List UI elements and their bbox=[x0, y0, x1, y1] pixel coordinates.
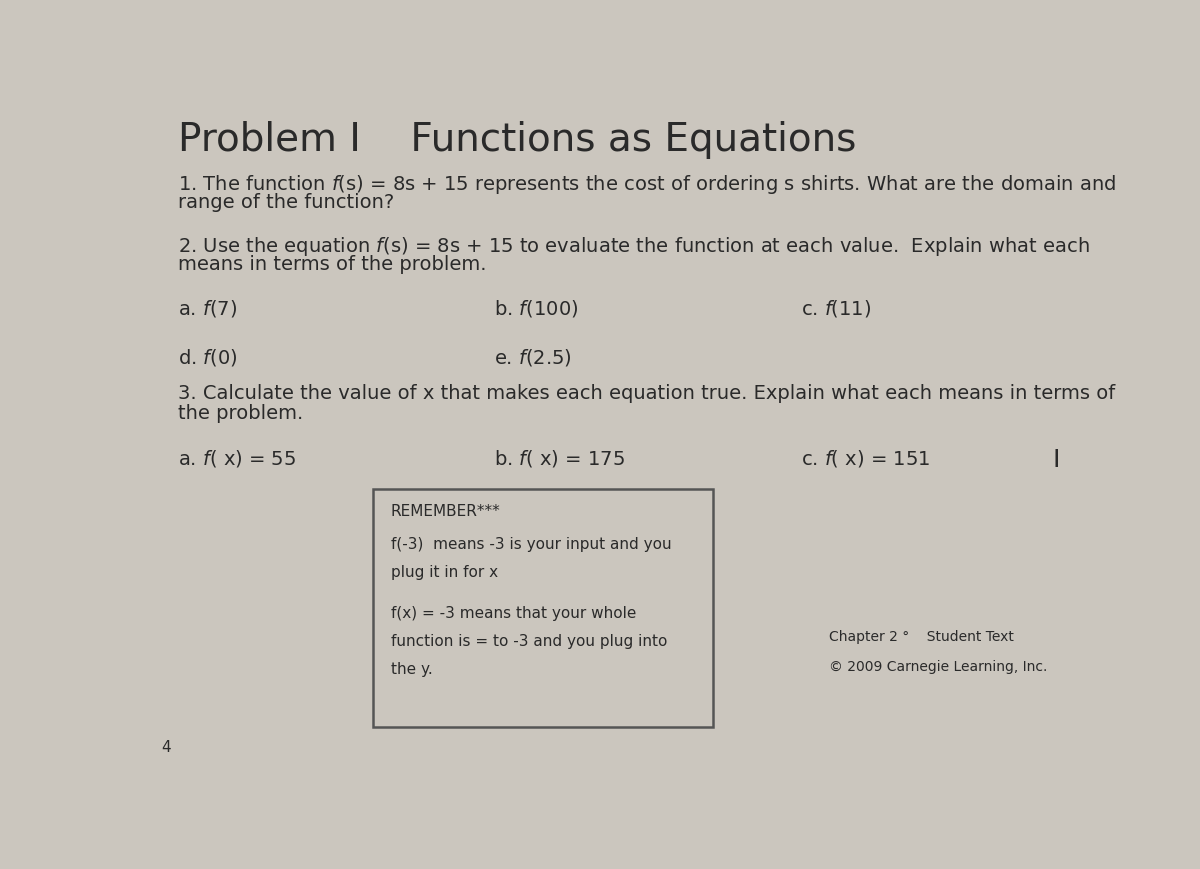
Text: b. $\it{f}$(100): b. $\it{f}$(100) bbox=[494, 298, 578, 319]
Text: f(-3)  means -3 is your input and you: f(-3) means -3 is your input and you bbox=[391, 537, 672, 553]
Text: a. $\it{f}$(7): a. $\it{f}$(7) bbox=[178, 298, 238, 319]
Text: 4: 4 bbox=[161, 740, 170, 754]
Text: a. $\it{f}$( x) = 55: a. $\it{f}$( x) = 55 bbox=[178, 448, 296, 468]
Text: means in terms of the problem.: means in terms of the problem. bbox=[178, 255, 486, 274]
Text: function is = to -3 and you plug into: function is = to -3 and you plug into bbox=[391, 634, 667, 649]
Text: Chapter 2 °    Student Text: Chapter 2 ° Student Text bbox=[829, 629, 1014, 644]
Text: b. $\it{f}$( x) = 175: b. $\it{f}$( x) = 175 bbox=[494, 448, 625, 468]
Text: plug it in for x: plug it in for x bbox=[391, 566, 498, 580]
Text: I: I bbox=[1052, 448, 1060, 472]
Text: the y.: the y. bbox=[391, 662, 433, 677]
Text: REMEMBER***: REMEMBER*** bbox=[391, 504, 500, 520]
Text: 2. Use the equation $\it{f}$(s) = 8s + 15 to evaluate the function at each value: 2. Use the equation $\it{f}$(s) = 8s + 1… bbox=[178, 235, 1090, 258]
Text: c. $\it{f}$( x) = 151: c. $\it{f}$( x) = 151 bbox=[802, 448, 930, 468]
FancyBboxPatch shape bbox=[373, 489, 713, 726]
Text: the problem.: the problem. bbox=[178, 404, 304, 423]
Text: range of the function?: range of the function? bbox=[178, 193, 394, 212]
Text: c. $\it{f}$(11): c. $\it{f}$(11) bbox=[802, 298, 871, 319]
Text: f(x) = -3 means that your whole: f(x) = -3 means that your whole bbox=[391, 607, 636, 621]
Text: Problem I    Functions as Equations: Problem I Functions as Equations bbox=[178, 121, 857, 159]
Text: d. $\it{f}$(0): d. $\it{f}$(0) bbox=[178, 347, 238, 368]
Text: 1. The function $\it{f}$(s) = 8s + 15 represents the cost of ordering s shirts. : 1. The function $\it{f}$(s) = 8s + 15 re… bbox=[178, 173, 1116, 196]
Text: © 2009 Carnegie Learning, Inc.: © 2009 Carnegie Learning, Inc. bbox=[829, 660, 1048, 673]
Text: e. $\it{f}$(2.5): e. $\it{f}$(2.5) bbox=[494, 347, 572, 368]
Text: 3. Calculate the value of x that makes each equation true. Explain what each mea: 3. Calculate the value of x that makes e… bbox=[178, 384, 1115, 403]
